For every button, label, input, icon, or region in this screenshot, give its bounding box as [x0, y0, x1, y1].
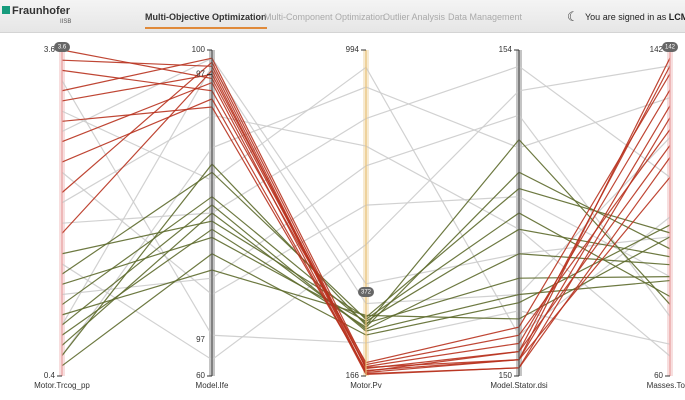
user-name: LCM [668, 12, 685, 22]
nav-tab[interactable]: Outlier Analysis [383, 12, 446, 22]
tick-label: 60 [196, 371, 205, 380]
tick-label: 60 [654, 371, 663, 380]
tick-label: 166 [346, 371, 360, 380]
nav-tab[interactable]: Multi-Component Optimization [264, 12, 386, 22]
tick-label: 100 [192, 45, 206, 54]
badge [54, 42, 70, 52]
tick-label: 154 [499, 45, 513, 54]
tick-label: 994 [346, 45, 360, 54]
nav-tab[interactable]: Multi-Objective Optimization [145, 12, 267, 29]
tick-label: 97 [196, 70, 205, 79]
badge-label: 372 [361, 290, 372, 296]
axis-name: Motor.Trcog_pp [34, 381, 90, 390]
tick-label: 0.4 [44, 371, 56, 380]
chart: 0.4 3.6 3.6 Motor.Trcog_pp 60 97 100 97 Model.If… [34, 42, 685, 390]
logo-sub: IISB [60, 19, 72, 25]
nav-tab[interactable]: Data Management [448, 12, 523, 22]
axis-name: Motor.Pv [350, 381, 382, 390]
badge [662, 42, 678, 52]
user-info: You are signed in as LCM [585, 12, 685, 22]
tick-label: 150 [499, 371, 513, 380]
logo: Fraunhofer [12, 5, 71, 17]
badge [358, 287, 374, 297]
user-text: You are signed in as [585, 12, 667, 22]
logo-icon [2, 6, 10, 14]
brush-label: 97 [196, 335, 205, 344]
axis-name: Model.Stator.dsi [490, 381, 548, 390]
header: Fraunhofer IISB ☾ You are signed in as L… [0, 0, 685, 33]
axis-name: Model.Ife [196, 381, 229, 390]
tick-label: 3.6 [44, 45, 56, 54]
theme-toggle[interactable]: ☾ [567, 9, 579, 24]
tick-label: 142 [650, 45, 664, 54]
axis-name: Masses.Total [647, 381, 685, 390]
badge-label: 142 [665, 45, 676, 51]
badge-label: 3.6 [58, 45, 67, 51]
